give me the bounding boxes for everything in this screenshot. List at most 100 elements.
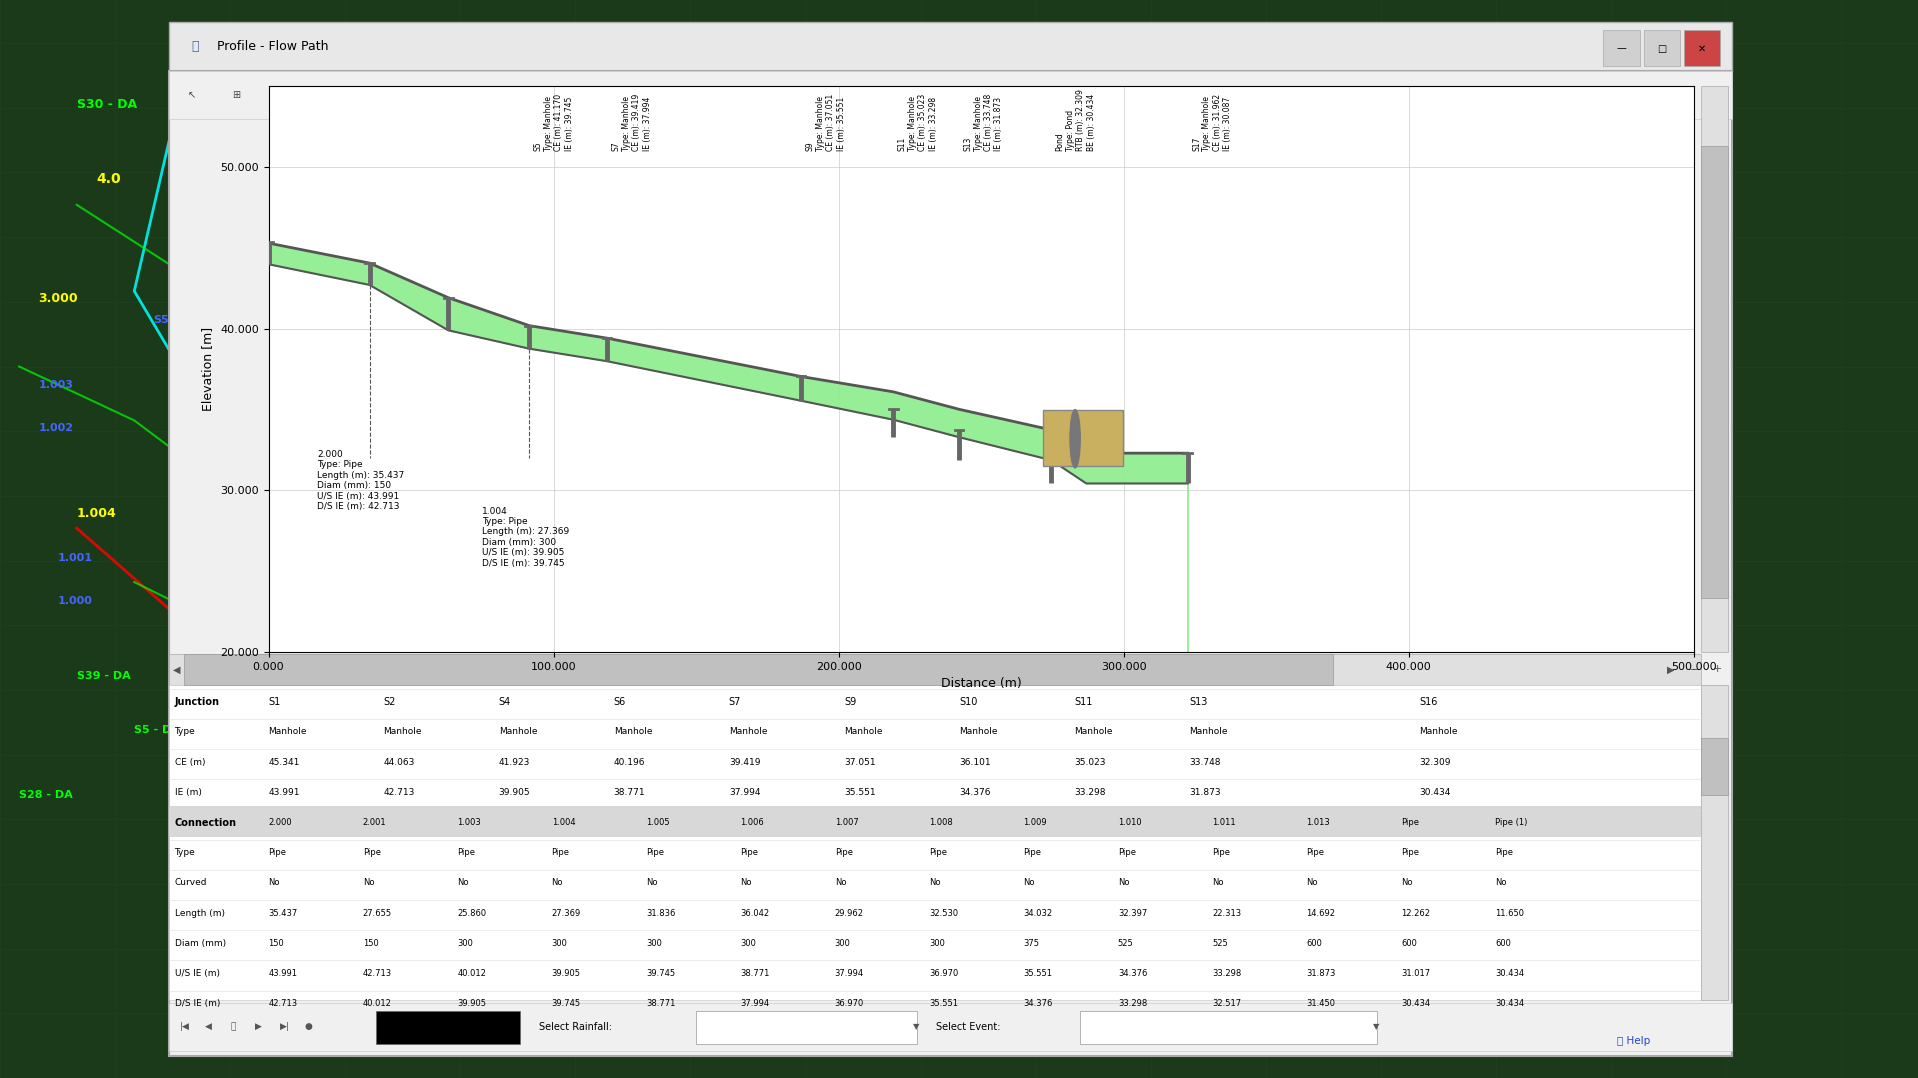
Text: ✕: ✕ [1697,43,1707,54]
Text: S5
Type: Manhole
CE (m): 41.170
IE (m): 39.745: S5 Type: Manhole CE (m): 41.170 IE (m): … [533,94,573,151]
Text: 39.419: 39.419 [729,758,760,766]
FancyBboxPatch shape [696,1011,917,1044]
Text: □: □ [1657,43,1667,54]
Text: Pipe: Pipe [1024,848,1041,857]
Text: 36.042: 36.042 [740,909,769,917]
Text: No: No [363,879,374,887]
Text: Pipe: Pipe [1306,848,1325,857]
Text: 300: 300 [552,939,568,948]
Text: 525: 525 [1118,939,1134,948]
Text: ▣: ▣ [1026,89,1036,100]
Text: ⟿: ⟿ [629,89,643,100]
Text: 375: 375 [1024,939,1040,948]
FancyBboxPatch shape [169,806,1701,837]
Text: 1.010: 1.010 [1118,818,1141,827]
Text: 1.004: 1.004 [77,508,117,521]
Polygon shape [269,244,1187,652]
Text: Pipe: Pipe [646,848,664,857]
Text: 37.051: 37.051 [844,758,875,766]
Text: Pipe: Pipe [1496,848,1513,857]
Text: 31.450: 31.450 [1306,999,1335,1008]
Text: 45.341: 45.341 [269,758,299,766]
Text: ◁: ◁ [806,89,813,100]
FancyBboxPatch shape [1603,30,1640,66]
Text: No: No [456,879,468,887]
Text: Pipe: Pipe [1400,818,1419,827]
Text: 30.434: 30.434 [1496,999,1525,1008]
Text: Pipe: Pipe [1212,848,1229,857]
Text: ◀: ◀ [173,664,180,675]
Text: S17
Type: Manhole
CE (m): 31.962
IE (m): 30.087: S17 Type: Manhole CE (m): 31.962 IE (m):… [1193,94,1231,151]
Text: ↺: ↺ [409,89,416,100]
Text: —: — [1617,43,1626,54]
Text: Manhole: Manhole [269,728,307,736]
Text: 11.650: 11.650 [1496,909,1525,917]
Text: ▶: ▶ [1667,664,1674,675]
Text: 39.905: 39.905 [456,999,487,1008]
Text: S1: S1 [269,696,280,707]
FancyBboxPatch shape [169,71,1732,1056]
Text: Manhole: Manhole [1189,728,1228,736]
Text: Manhole: Manhole [959,728,997,736]
Text: 1.005: 1.005 [646,818,669,827]
Text: Manhole: Manhole [1419,728,1458,736]
Text: 42.713: 42.713 [269,999,297,1008]
Text: 300: 300 [456,939,474,948]
Text: Curved: Curved [175,879,207,887]
Text: 33.298: 33.298 [1212,969,1241,978]
Text: S10: S10 [959,696,978,707]
Text: 525: 525 [1212,939,1228,948]
Text: 42.713: 42.713 [384,788,414,797]
FancyBboxPatch shape [1080,1011,1377,1044]
FancyBboxPatch shape [376,1011,520,1044]
Text: S39 - DA: S39 - DA [77,672,130,681]
Text: No: No [1306,879,1318,887]
Text: 32.397: 32.397 [1118,909,1147,917]
Text: 35.551: 35.551 [928,999,959,1008]
FancyBboxPatch shape [169,1003,1732,1051]
Text: Manhole: Manhole [1074,728,1112,736]
FancyBboxPatch shape [1701,738,1728,796]
Text: Manhole: Manhole [499,728,537,736]
Text: Manhole: Manhole [614,728,652,736]
Text: 34.376: 34.376 [959,788,990,797]
Text: No: No [1496,879,1508,887]
Text: 32.530: 32.530 [928,909,959,917]
Text: Manhole: Manhole [729,728,767,736]
Text: ⊕: ⊕ [364,89,372,100]
Text: 33.748: 33.748 [1189,758,1220,766]
Text: Profile - Flow Path: Profile - Flow Path [217,40,328,53]
Text: ⊞: ⊞ [232,89,240,100]
Text: 36.970: 36.970 [928,969,959,978]
Text: Pipe: Pipe [928,848,947,857]
Text: CE (m): CE (m) [175,758,205,766]
Text: S2: S2 [384,696,395,707]
FancyBboxPatch shape [169,654,1701,685]
Text: |: | [497,89,501,100]
Text: Diam (mm): Diam (mm) [175,939,226,948]
Text: Manhole: Manhole [844,728,882,736]
Text: 34.032: 34.032 [1024,909,1053,917]
Text: 35.551: 35.551 [844,788,875,797]
Circle shape [1070,410,1080,468]
Text: 2.001: 2.001 [363,818,387,827]
Text: 40.012: 40.012 [363,999,391,1008]
Text: No: No [834,879,846,887]
Text: 150: 150 [269,939,284,948]
Text: 27.369: 27.369 [552,909,581,917]
Text: 300: 300 [646,939,662,948]
Text: 31.873: 31.873 [1189,788,1220,797]
FancyBboxPatch shape [184,654,1333,685]
Text: S11: S11 [1074,696,1093,707]
Text: ▼: ▼ [1373,1022,1379,1032]
Text: IE (m): IE (m) [175,788,201,797]
Text: 37.994: 37.994 [729,788,760,797]
Text: ⊡: ⊡ [585,89,593,100]
Y-axis label: Elevation [m]: Elevation [m] [201,327,215,412]
Text: 33.298: 33.298 [1118,999,1147,1008]
Text: 300: 300 [928,939,946,948]
Text: S5 - DA: S5 - DA [134,725,180,735]
Text: No: No [552,879,564,887]
Text: S4: S4 [499,696,510,707]
Text: 300: 300 [834,939,850,948]
